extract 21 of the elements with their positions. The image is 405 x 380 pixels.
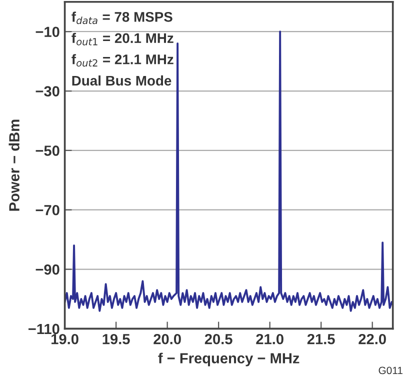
annotation: f$_{out1}$ = 20.1 MHz [72, 32, 174, 46]
y-tick-label: −50 [36, 146, 60, 156]
x-tick-label: 19.5 [102, 334, 130, 344]
x-tick-label: 21.0 [256, 334, 284, 344]
x-tick-label: 22.0 [358, 334, 386, 344]
text: G011 [378, 366, 402, 374]
x-tick-label: 20.0 [154, 334, 181, 344]
x-tick-label: 19.0 [52, 334, 78, 344]
y-tick-label: −110 [28, 324, 60, 334]
y-tick-label: −30 [36, 86, 60, 96]
annotation: f$_{data}$ = 78 MSPS [72, 12, 172, 24]
y-tick-label: −70 [36, 204, 60, 216]
y-tick-label: −90 [36, 264, 60, 275]
x-axis-title: f − Frequency − MHz [158, 352, 300, 366]
x-tick-label: 21.5 [307, 334, 335, 344]
line-series [64, 30, 393, 312]
annotation: Dual Bus Mode [72, 75, 172, 86]
annotation: f$_{out2}$ = 21.1 MHz [72, 54, 174, 67]
x-tick-label: 20.5 [204, 334, 232, 344]
y-axis-title: Power − dBm [8, 120, 20, 211]
y-tick-label: −10 [36, 26, 60, 38]
